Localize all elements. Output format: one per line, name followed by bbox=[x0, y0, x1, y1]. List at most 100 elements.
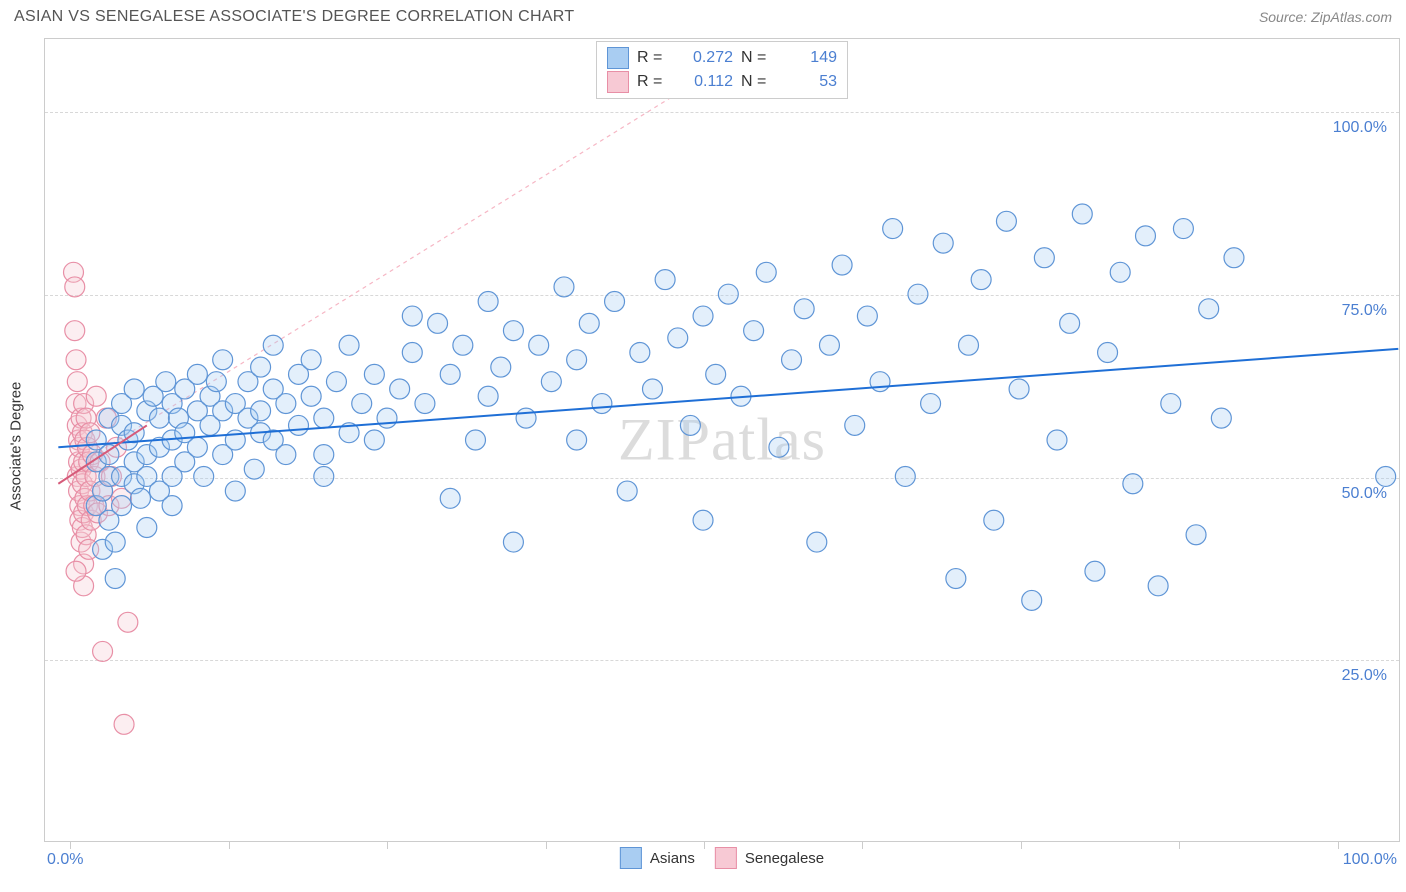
data-point-asians bbox=[478, 291, 498, 311]
data-point-asians bbox=[567, 430, 587, 450]
stat-label-n: N = bbox=[741, 73, 773, 91]
legend: Asians Senegalese bbox=[620, 847, 824, 869]
data-point-asians bbox=[251, 401, 271, 421]
legend-swatch-asians bbox=[620, 847, 642, 869]
data-point-senegalese bbox=[66, 350, 86, 370]
x-axis-max-label: 100.0% bbox=[1343, 851, 1397, 869]
scatter-plot bbox=[45, 39, 1399, 841]
data-point-senegalese bbox=[86, 386, 106, 406]
data-point-asians bbox=[946, 569, 966, 589]
data-point-asians bbox=[1123, 474, 1143, 494]
data-point-asians bbox=[377, 408, 397, 428]
data-point-asians bbox=[718, 284, 738, 304]
data-point-senegalese bbox=[67, 372, 87, 392]
data-point-asians bbox=[276, 445, 296, 465]
data-point-asians bbox=[1085, 561, 1105, 581]
data-point-asians bbox=[567, 350, 587, 370]
data-point-asians bbox=[225, 481, 245, 501]
data-point-asians bbox=[516, 408, 536, 428]
data-point-asians bbox=[390, 379, 410, 399]
data-point-asians bbox=[1186, 525, 1206, 545]
data-point-senegalese bbox=[65, 321, 85, 341]
data-point-asians bbox=[314, 445, 334, 465]
data-point-asians bbox=[541, 372, 561, 392]
data-point-asians bbox=[605, 291, 625, 311]
data-point-asians bbox=[921, 394, 941, 414]
data-point-asians bbox=[933, 233, 953, 253]
data-point-asians bbox=[971, 270, 991, 290]
data-point-asians bbox=[1034, 248, 1054, 268]
data-point-asians bbox=[162, 496, 182, 516]
data-point-asians bbox=[655, 270, 675, 290]
data-point-asians bbox=[364, 364, 384, 384]
data-point-asians bbox=[428, 313, 448, 333]
data-point-asians bbox=[617, 481, 637, 501]
stats-row-asians: R = 0.272 N = 149 bbox=[607, 46, 837, 70]
data-point-asians bbox=[1224, 248, 1244, 268]
data-point-asians bbox=[187, 364, 207, 384]
data-point-senegalese bbox=[118, 612, 138, 632]
stat-r-asians: 0.272 bbox=[677, 49, 733, 67]
data-point-asians bbox=[1136, 226, 1156, 246]
data-point-asians bbox=[807, 532, 827, 552]
data-point-asians bbox=[1072, 204, 1092, 224]
data-point-asians bbox=[984, 510, 1004, 530]
legend-label-senegalese: Senegalese bbox=[745, 850, 824, 867]
data-point-asians bbox=[832, 255, 852, 275]
data-point-asians bbox=[706, 364, 726, 384]
data-point-asians bbox=[642, 379, 662, 399]
data-point-asians bbox=[415, 394, 435, 414]
data-point-asians bbox=[478, 386, 498, 406]
data-point-asians bbox=[959, 335, 979, 355]
data-point-asians bbox=[503, 321, 523, 341]
data-point-asians bbox=[756, 262, 776, 282]
chart-source: Source: ZipAtlas.com bbox=[1259, 9, 1392, 25]
data-point-asians bbox=[213, 350, 233, 370]
plot-frame: ZIPatlas 25.0%50.0%75.0%100.0% R = 0.272… bbox=[44, 38, 1400, 842]
data-point-asians bbox=[352, 394, 372, 414]
stat-n-senegalese: 53 bbox=[781, 73, 837, 91]
data-point-asians bbox=[1110, 262, 1130, 282]
data-point-senegalese bbox=[114, 714, 134, 734]
data-point-asians bbox=[1060, 313, 1080, 333]
data-point-asians bbox=[131, 488, 151, 508]
data-point-asians bbox=[466, 430, 486, 450]
legend-swatch-senegalese bbox=[715, 847, 737, 869]
data-point-asians bbox=[112, 496, 132, 516]
data-point-asians bbox=[1173, 219, 1193, 239]
data-point-asians bbox=[895, 466, 915, 486]
data-point-asians bbox=[402, 343, 422, 363]
data-point-asians bbox=[744, 321, 764, 341]
data-point-asians bbox=[579, 313, 599, 333]
data-point-asians bbox=[1009, 379, 1029, 399]
data-point-asians bbox=[1161, 394, 1181, 414]
data-point-asians bbox=[1098, 343, 1118, 363]
data-point-asians bbox=[187, 437, 207, 457]
data-point-asians bbox=[440, 364, 460, 384]
data-point-senegalese bbox=[66, 561, 86, 581]
stat-n-asians: 149 bbox=[781, 49, 837, 67]
data-point-asians bbox=[440, 488, 460, 508]
data-point-asians bbox=[794, 299, 814, 319]
data-point-asians bbox=[314, 408, 334, 428]
data-point-asians bbox=[314, 466, 334, 486]
data-point-asians bbox=[326, 372, 346, 392]
data-point-asians bbox=[769, 437, 789, 457]
data-point-asians bbox=[693, 306, 713, 326]
data-point-asians bbox=[883, 219, 903, 239]
data-point-asians bbox=[630, 343, 650, 363]
data-point-asians bbox=[364, 430, 384, 450]
data-point-asians bbox=[857, 306, 877, 326]
data-point-asians bbox=[105, 532, 125, 552]
x-axis-min-label: 0.0% bbox=[47, 851, 83, 869]
stat-r-senegalese: 0.112 bbox=[677, 73, 733, 91]
data-point-asians bbox=[1022, 590, 1042, 610]
data-point-asians bbox=[870, 372, 890, 392]
data-point-asians bbox=[339, 335, 359, 355]
data-point-asians bbox=[194, 466, 214, 486]
data-point-asians bbox=[156, 372, 176, 392]
chart-title: ASIAN VS SENEGALESE ASSOCIATE'S DEGREE C… bbox=[14, 8, 574, 26]
legend-item-asians: Asians bbox=[620, 847, 695, 869]
swatch-asians bbox=[607, 47, 629, 69]
data-point-asians bbox=[491, 357, 511, 377]
